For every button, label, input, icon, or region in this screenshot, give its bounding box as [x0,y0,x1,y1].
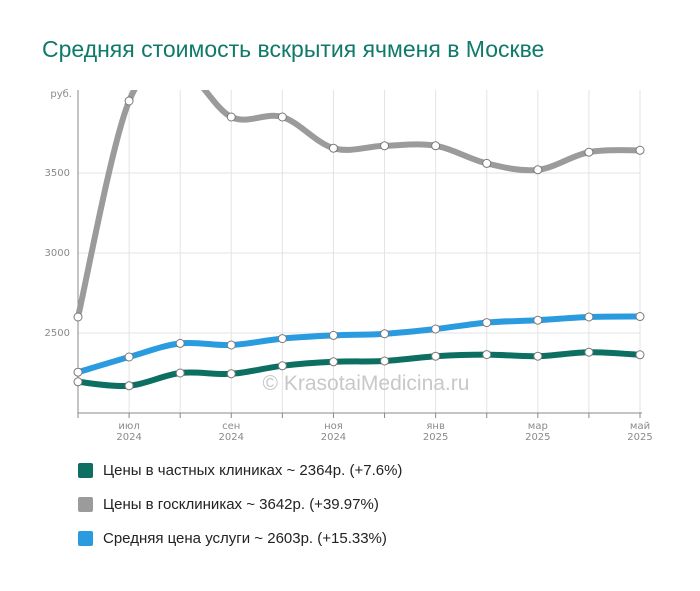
data-point-average[interactable] [124,352,134,362]
data-point-private[interactable] [533,351,543,361]
watermark-text: © KrasotaiMedicina.ru [263,372,470,395]
data-point-public[interactable] [176,65,184,73]
data-point-private[interactable] [584,347,594,357]
data-point-average[interactable] [635,312,645,322]
legend-label-average: Средняя цена услуги ~ 2603р. (+15.33%) [103,530,387,547]
legend-item-private[interactable]: Цены в частных клиниках ~ 2364р. (+7.6%) [78,462,402,479]
legend-swatch-average [78,531,93,546]
series-average [73,312,645,377]
x-tick-year: 2025 [525,432,550,443]
y-axis-unit-label: руб. [50,89,72,100]
x-tick-month: май [630,421,650,432]
grid [77,90,641,413]
series-line-public [75,90,643,320]
legend-item-average[interactable]: Средняя цена услуги ~ 2603р. (+15.33%) [78,530,402,547]
data-point-private[interactable] [328,357,338,367]
legend-item-public[interactable]: Цены в госклиниках ~ 3642р. (+39.97%) [78,496,402,513]
data-point-average[interactable] [175,338,185,348]
y-tick-label: 2500 [45,328,70,339]
data-point-private[interactable] [277,361,287,371]
x-tick-year: 2024 [219,432,244,443]
data-point-public[interactable] [635,145,645,155]
x-tick-year: 2025 [627,432,652,443]
series-private [73,347,645,391]
x-tick-month: июл [118,421,139,432]
data-point-average[interactable] [431,324,441,334]
legend: Цены в частных клиниках ~ 2364р. (+7.6%)… [78,462,402,564]
data-point-public[interactable] [584,147,594,157]
data-point-average[interactable] [584,312,594,322]
legend-swatch-private [78,463,93,478]
data-point-private[interactable] [482,350,492,360]
x-tick-month: мар [528,421,548,432]
data-point-average[interactable] [380,329,390,339]
data-point-private[interactable] [635,350,645,360]
data-point-public[interactable] [124,96,134,106]
data-point-average[interactable] [482,318,492,328]
legend-label-public: Цены в госклиниках ~ 3642р. (+39.97%) [103,496,379,513]
data-point-average[interactable] [73,367,83,377]
y-tick-label: 3000 [45,248,70,259]
x-tick-year: 2024 [321,432,346,443]
x-tick-year: 2024 [116,432,141,443]
data-point-average[interactable] [277,334,287,344]
data-point-average[interactable] [226,340,236,350]
line-chart: 250030003500июл2024сен2024ноя2024янв2025… [45,65,653,443]
data-point-private[interactable] [73,377,83,387]
data-point-public[interactable] [277,112,287,122]
data-point-average[interactable] [328,330,338,340]
legend-label-private: Цены в частных клиниках ~ 2364р. (+7.6%) [103,462,403,479]
data-point-public[interactable] [73,312,83,322]
data-point-private[interactable] [431,351,441,361]
data-point-public[interactable] [328,143,338,153]
x-tick-month: янв [426,421,445,432]
x-tick-month: ноя [324,421,343,432]
legend-swatch-public [78,497,93,512]
y-tick-label: 3500 [45,168,70,179]
axes: 250030003500июл2024сен2024ноя2024янв2025… [45,90,653,443]
data-point-public[interactable] [482,158,492,168]
data-point-private[interactable] [226,369,236,379]
data-point-private[interactable] [175,368,185,378]
data-point-average[interactable] [533,315,543,325]
data-point-private[interactable] [124,381,134,391]
series-public [73,65,645,322]
data-point-public[interactable] [431,141,441,151]
data-point-public[interactable] [226,112,236,122]
data-point-public[interactable] [380,141,390,151]
x-tick-year: 2025 [423,432,448,443]
x-tick-month: сен [222,421,240,432]
chart-title: Средняя стоимость вскрытия ячменя в Моск… [42,36,545,62]
data-point-private[interactable] [380,356,390,366]
series-group [73,65,645,391]
data-point-public[interactable] [533,165,543,175]
